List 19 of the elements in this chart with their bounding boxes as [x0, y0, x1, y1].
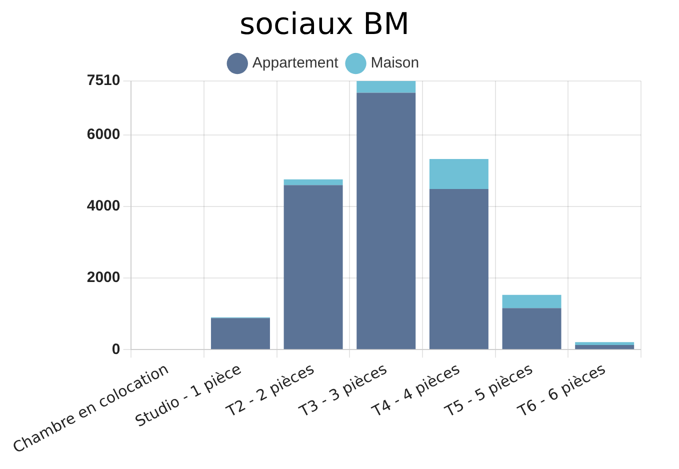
legend-label: Maison	[370, 54, 420, 72]
bar	[502, 294, 562, 308]
bar	[502, 308, 562, 350]
bar	[575, 344, 634, 350]
bar	[429, 158, 488, 190]
bar	[429, 189, 488, 350]
bar	[210, 318, 270, 350]
y-tick-label: 2000	[86, 269, 120, 286]
chart-title: sociaux BM	[240, 6, 410, 42]
legend-label: Appartement	[252, 54, 340, 72]
bar	[356, 81, 416, 93]
bar	[575, 342, 634, 345]
bar	[284, 185, 343, 350]
y-tick-label: 7510	[86, 72, 120, 90]
bar	[284, 179, 343, 186]
y-tick-label: 4000	[86, 198, 120, 215]
y-tick-label: 0	[112, 340, 120, 358]
y-tick-label: 6000	[86, 126, 120, 144]
bar	[356, 92, 416, 350]
